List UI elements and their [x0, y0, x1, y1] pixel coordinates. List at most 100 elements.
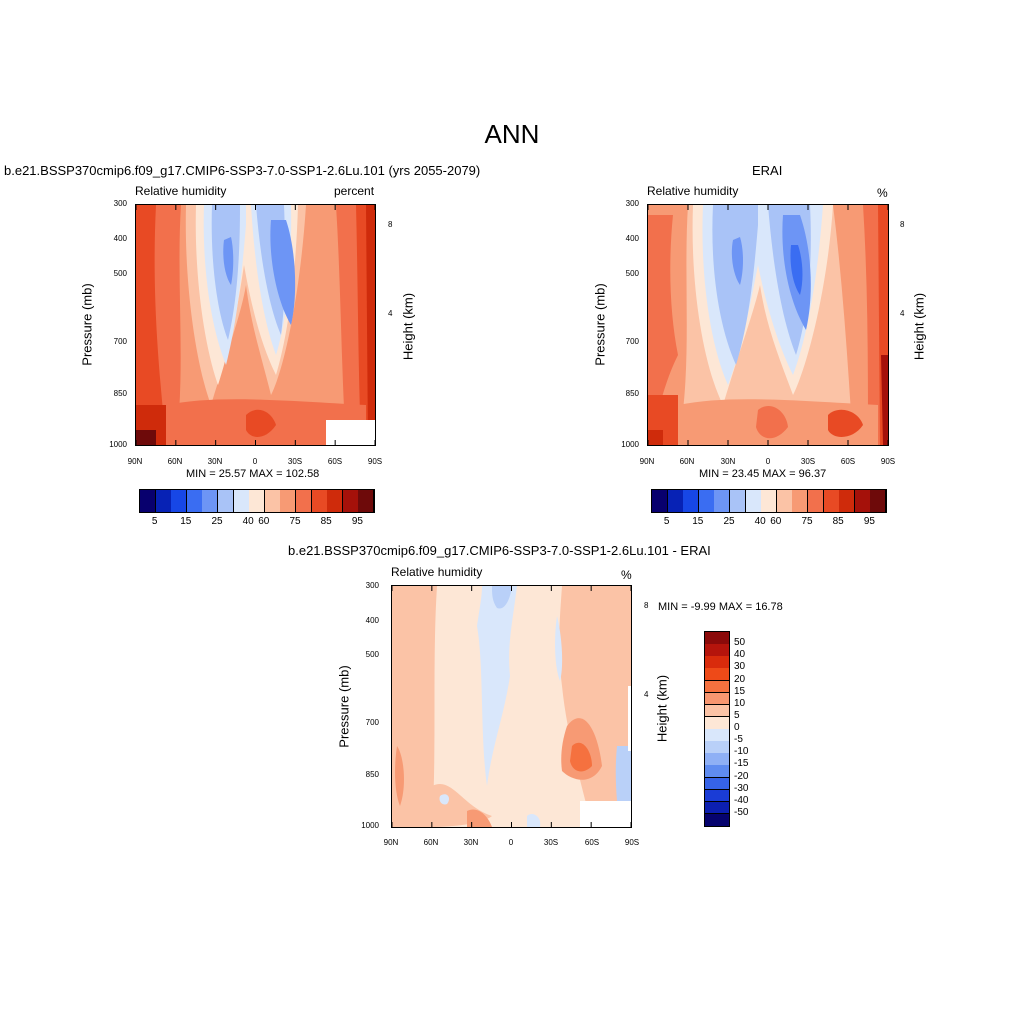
- colorbar-label: 15: [180, 516, 192, 527]
- colorbar-swatch: [705, 753, 729, 766]
- colorbar-swatch: [705, 704, 729, 718]
- colorbar-swatch: [296, 490, 313, 512]
- colorbar-label: 60: [770, 516, 782, 527]
- colorbar-swatch: [171, 490, 188, 512]
- colorbar-swatch: [854, 490, 871, 512]
- colorbar-label: 10: [734, 697, 746, 709]
- colorbar-label: 85: [832, 516, 844, 527]
- colorbar-label: 15: [692, 516, 704, 527]
- colorbar-swatch: [705, 765, 729, 778]
- colorbar-label: -5: [734, 734, 743, 746]
- x-tick-label: 60S: [584, 838, 600, 847]
- contour-fill: [648, 205, 888, 445]
- x-tick-label: 90S: [880, 457, 896, 466]
- panel-title: b.e21.BSSP370cmip6.f09_g17.CMIP6-SSP3-7.…: [288, 543, 711, 558]
- y-tick-label: 300: [625, 199, 639, 208]
- x-tick-label: 30S: [543, 838, 559, 847]
- colorbar-swatch: [792, 490, 809, 512]
- y-tick-label: 850: [365, 770, 379, 779]
- colorbar-swatch: [280, 490, 297, 512]
- min-max-stats: MIN = 23.45 MAX = 96.37: [699, 468, 827, 480]
- colorbar-label: 40: [242, 516, 254, 527]
- panel-subtitle-left: Relative humidity: [391, 565, 483, 579]
- colorbar-swatch: [705, 632, 729, 645]
- colorbar-label: -10: [734, 746, 749, 758]
- colorbar-label: 5: [151, 516, 158, 527]
- height-tick-label: 8: [900, 220, 905, 229]
- colorbar-swatch: [705, 656, 729, 669]
- colorbar-label: 50: [734, 637, 746, 649]
- panel-title: ERAI: [752, 163, 783, 178]
- colorbar-vertical: [704, 631, 730, 827]
- colorbar-swatch: [705, 680, 729, 694]
- colorbar-label: 40: [754, 516, 766, 527]
- colorbar-label: 25: [211, 516, 223, 527]
- y-axis-label: Pressure (mb): [79, 283, 95, 366]
- colorbar-swatch: [776, 490, 793, 512]
- height-tick-label: 4: [388, 309, 393, 318]
- colorbar-swatch: [705, 741, 729, 754]
- colorbar-swatch: [311, 490, 328, 512]
- colorbar-swatch: [140, 490, 157, 512]
- colorbar-swatch: [705, 644, 729, 657]
- colorbar-label: 60: [258, 516, 270, 527]
- colorbar-swatch: [745, 490, 762, 512]
- colorbar-label: 20: [734, 673, 746, 685]
- colorbar-label: 40: [734, 649, 746, 661]
- x-tick-label: 30N: [720, 457, 736, 466]
- colorbar-swatch: [705, 729, 729, 742]
- x-tick-label: 90N: [639, 457, 655, 466]
- colorbar-label: 95: [351, 516, 363, 527]
- x-tick-label: 60S: [327, 457, 343, 466]
- x-tick-label: 60N: [423, 838, 439, 847]
- x-tick-label: 60N: [167, 457, 183, 466]
- min-max-stats: MIN = -9.99 MAX = 16.78: [658, 601, 783, 613]
- contour-plot: [391, 585, 632, 828]
- colorbar-swatch: [327, 490, 344, 512]
- y-axis-label: Pressure (mb): [592, 283, 608, 366]
- colorbar-swatch: [839, 490, 856, 512]
- colorbar: [139, 489, 375, 513]
- colorbar-swatch: [705, 801, 729, 815]
- y-tick-label: 500: [365, 650, 379, 659]
- colorbar-swatch: [652, 490, 669, 512]
- y-tick-label: 850: [113, 389, 127, 398]
- panel-subtitle-right: percent: [334, 184, 375, 198]
- x-tick-label: 30S: [287, 457, 303, 466]
- contour-plot: [647, 204, 889, 446]
- y-tick-label: 1000: [621, 440, 639, 449]
- colorbar-label: -20: [734, 770, 749, 782]
- colorbar-swatch: [264, 490, 281, 512]
- colorbar-swatch: [705, 813, 729, 827]
- panel-subtitle-right: %: [877, 186, 888, 200]
- colorbar-swatch: [705, 789, 729, 803]
- colorbar-swatch: [823, 490, 840, 512]
- x-tick-label: 90S: [367, 457, 383, 466]
- x-tick-label: 90N: [127, 457, 143, 466]
- colorbar-swatch: [358, 490, 375, 512]
- min-max-stats: MIN = 25.57 MAX = 102.58: [186, 468, 320, 480]
- colorbar-swatch: [249, 490, 266, 512]
- colorbar-swatch: [667, 490, 684, 512]
- y-tick-label: 700: [365, 718, 379, 727]
- y-tick-label: 300: [113, 199, 127, 208]
- y-axis-right-label: Height (km): [911, 292, 927, 361]
- height-tick-label: 4: [644, 690, 649, 699]
- colorbar-swatch: [730, 490, 747, 512]
- panel-subtitle-left: Relative humidity: [647, 184, 739, 198]
- panel-subtitle-left: Relative humidity: [135, 184, 227, 198]
- y-tick-label: 700: [625, 337, 639, 346]
- panel-subtitle-right: %: [621, 568, 632, 582]
- y-tick-label: 500: [625, 269, 639, 278]
- colorbar-label: 25: [723, 516, 735, 527]
- colorbar-label: 0: [734, 722, 740, 733]
- colorbar-swatch: [233, 490, 250, 512]
- colorbar-swatch: [342, 490, 359, 512]
- colorbar-label: -15: [734, 758, 749, 770]
- height-tick-label: 8: [388, 220, 393, 229]
- x-tick-label: 30N: [463, 838, 479, 847]
- main-title: ANN: [484, 119, 540, 149]
- colorbar-label: 75: [801, 516, 813, 527]
- contour-plot: [135, 204, 376, 446]
- x-tick-label: 0: [508, 838, 514, 847]
